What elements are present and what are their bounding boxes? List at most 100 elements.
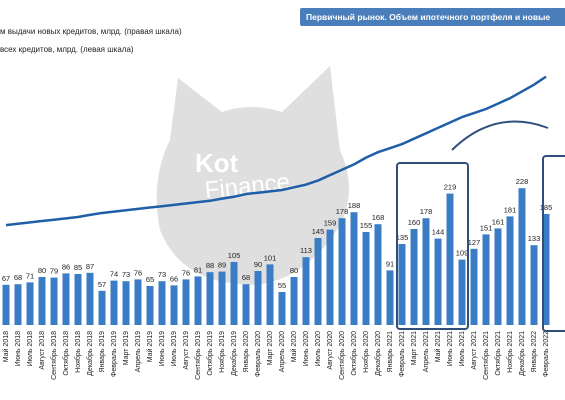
value-label: 178 [336,207,349,216]
value-label: 151 [480,223,493,232]
bar [362,232,370,325]
bar [62,273,70,325]
watermark-text: Kot [195,148,239,178]
value-label: 80 [290,266,298,275]
bar [314,238,322,325]
x-tick-label: Май 2021 [434,331,442,362]
x-tick-label: Май 2018 [2,331,10,362]
value-label: 155 [360,221,373,230]
value-label: 71 [26,271,34,280]
value-label: 68 [242,273,250,282]
value-label: 159 [324,219,337,228]
value-label: 68 [14,273,22,282]
bar [194,276,202,325]
bar [182,279,190,325]
value-label: 74 [110,270,118,279]
bar [470,248,478,325]
x-tick-label: Май 2020 [290,331,298,362]
bar [350,212,358,325]
x-tick-label: Сентябрь 2019 [194,331,202,380]
bar [38,277,46,325]
x-tick-label: Январь 2020 [243,331,250,373]
bar [302,257,310,325]
line [5,75,547,227]
value-label: 113 [300,246,312,255]
bar [506,216,514,325]
value-label: 133 [528,234,541,243]
x-tick-label: Август 2018 [39,331,46,370]
legend-label: м выдачи новых кредитов, млрд. (правая ш… [0,27,182,36]
bar [458,259,466,325]
x-tick-label: Ноябрь 2021 [506,331,514,373]
value-label: 219 [444,183,457,192]
bar [146,286,154,325]
bar [398,244,406,325]
bar [50,277,58,325]
value-label: 168 [372,213,385,222]
bar [26,282,34,325]
bar [446,193,454,325]
value-label: 185 [540,203,553,212]
x-tick-label: Октябрь 2021 [494,331,502,376]
x-tick-label: Октябрь 2019 [206,331,214,376]
value-label: 55 [278,281,286,290]
value-label: 89 [218,261,226,270]
value-label: 144 [432,228,445,237]
bar [338,218,346,325]
bar [206,272,214,325]
bar [254,271,262,325]
x-tick-label: Октябрь 2020 [350,331,358,376]
x-tick-label: Июль 2019 [171,331,178,366]
x-tick-label: Февраль 2021 [399,331,406,377]
x-tick-label: Сентябрь 2021 [482,331,490,380]
bar [218,271,226,325]
value-label: 76 [134,268,142,277]
value-label: 90 [254,260,262,269]
x-tick-label: Ноябрь 2018 [74,331,82,373]
value-label: 228 [516,177,529,186]
x-tick-label: Июнь 2020 [303,331,310,366]
value-label: 76 [182,268,190,277]
bar [422,218,430,325]
x-tick-label: Март 2021 [411,331,418,365]
x-tick-label: Ноябрь 2019 [218,331,226,373]
x-tick-label: Декабрь 2020 [374,331,382,376]
value-label: 67 [2,274,10,283]
bar [2,284,10,325]
value-label: 178 [420,207,433,216]
bar [230,262,238,325]
x-tick-label: Май 2019 [146,331,154,362]
bar [266,264,274,325]
value-label: 181 [504,205,517,214]
x-tick-label: Ноябрь 2020 [362,331,370,373]
x-tick-label: Февраль 2022 [543,331,550,377]
value-label: 66 [170,274,178,283]
bar [14,284,22,325]
cat-watermark [156,66,349,285]
x-tick-label: Август 2019 [183,331,190,370]
highlight-box [396,162,469,330]
value-label: 65 [146,275,154,284]
x-tick-label: Декабрь 2018 [86,331,94,376]
x-tick-label: Июнь 2019 [159,331,166,366]
x-tick-label: Октябрь 2018 [62,331,70,376]
bar [158,281,166,325]
bar [110,280,118,325]
value-label: 188 [348,201,361,210]
x-tick-label: Апрель 2020 [279,331,286,372]
value-label: 91 [386,259,394,268]
highlight-box [542,155,565,332]
value-label: 85 [74,263,82,272]
x-tick-label: Февраль 2020 [255,331,262,377]
bar [326,229,334,325]
value-label: 127 [468,238,481,247]
x-tick-label: Сентябрь 2018 [50,331,58,380]
x-tick-label: Март 2020 [267,331,274,365]
x-tick-label: Июнь 2018 [15,331,22,366]
bar [482,234,490,325]
bar [98,290,106,325]
value-label: 161 [492,217,505,226]
value-label: 88 [206,261,214,270]
